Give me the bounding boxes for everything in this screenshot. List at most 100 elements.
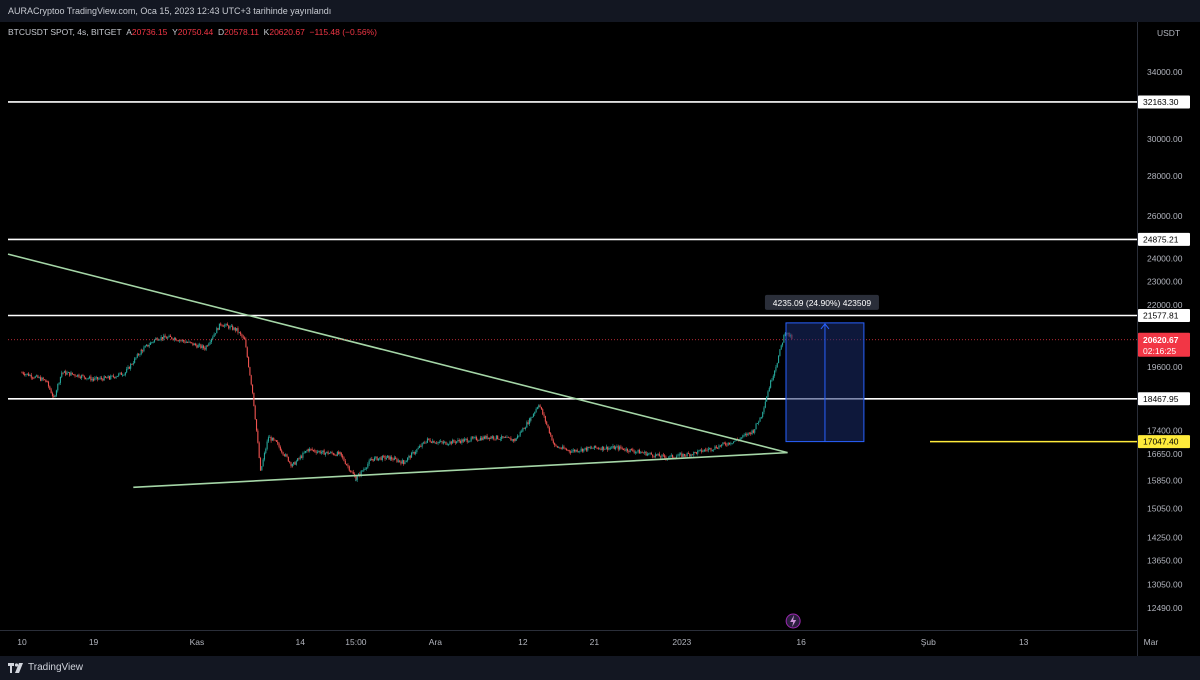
- candle-body: [265, 448, 267, 453]
- candle-body: [342, 455, 344, 458]
- candle-body: [70, 372, 72, 376]
- candle-body: [123, 374, 125, 376]
- candle-body: [134, 358, 136, 363]
- candle-body: [595, 445, 597, 448]
- candle-body: [295, 461, 297, 465]
- candle-body: [40, 377, 42, 381]
- candle-body: [53, 395, 55, 397]
- candle-body: [187, 342, 189, 344]
- close-label: K: [263, 27, 270, 37]
- price-tick-label: 15050.00: [1147, 503, 1183, 513]
- candle-body: [339, 452, 341, 453]
- candle-body: [183, 340, 185, 342]
- candle-body: [452, 440, 454, 444]
- candle-body: [581, 448, 584, 452]
- candle-body: [245, 339, 247, 348]
- candle-body: [691, 454, 693, 456]
- candle-body: [478, 440, 480, 441]
- candle-body: [32, 377, 34, 379]
- candle-body: [131, 364, 133, 365]
- candle-body: [652, 454, 654, 457]
- candle-body: [772, 375, 774, 380]
- candle-body: [206, 345, 209, 347]
- candle-body: [332, 453, 334, 455]
- measure-label-box: [764, 294, 879, 310]
- candle-body: [389, 457, 391, 460]
- tradingview-logo[interactable]: TradingView: [8, 662, 83, 673]
- candle-body: [326, 451, 328, 453]
- candle-body: [449, 441, 451, 445]
- candle-body: [395, 457, 397, 459]
- candle-body: [314, 450, 316, 452]
- candle-body: [364, 468, 366, 470]
- price-chart-svg[interactable]: USDT 34000.00 30000.00 28000.00 26000.00 2400…: [0, 22, 1200, 656]
- price-tick-label: 13650.00: [1147, 556, 1183, 566]
- candle-body: [289, 461, 291, 463]
- candle-body: [287, 456, 289, 462]
- candle-body: [554, 442, 556, 446]
- candle-body: [591, 447, 593, 449]
- candle-body: [466, 438, 468, 443]
- candle-body: [515, 438, 517, 441]
- candle-body: [168, 335, 170, 338]
- candle-body: [409, 455, 411, 458]
- time-tick-label: Ara: [429, 637, 443, 647]
- candle-body: [28, 373, 30, 376]
- candle-body: [153, 339, 156, 342]
- chart-area[interactable]: USDT 34000.00 30000.00 28000.00 26000.00 2400…: [0, 22, 1200, 656]
- candle-body: [199, 344, 201, 346]
- candle-body: [202, 345, 205, 349]
- high-value: 20750.44: [177, 27, 214, 37]
- candle-body: [87, 378, 89, 380]
- candle-body: [465, 438, 467, 440]
- price-tick-label: 22000.00: [1147, 300, 1183, 310]
- candle-body: [481, 437, 483, 441]
- candle-body: [625, 448, 627, 451]
- candle-body: [385, 457, 387, 459]
- candle-body: [191, 342, 193, 344]
- candle-body: [100, 377, 103, 379]
- candle-body: [237, 328, 239, 333]
- candle-body: [563, 446, 565, 449]
- candle-body: [99, 377, 101, 379]
- candle-body: [338, 451, 340, 455]
- candle-body: [196, 345, 198, 348]
- candle-body: [562, 446, 564, 449]
- candle-body: [392, 459, 394, 461]
- candle-body: [654, 454, 656, 458]
- price-tick-label: 14250.00: [1147, 532, 1183, 542]
- candle-body: [152, 341, 154, 343]
- candle-body: [444, 441, 446, 443]
- candle-body: [139, 354, 141, 356]
- candle-body: [209, 342, 211, 344]
- candle-body: [71, 372, 73, 375]
- candle-body: [372, 459, 374, 461]
- candle-body: [670, 454, 672, 456]
- candle-body: [159, 339, 161, 341]
- candle-body: [689, 453, 691, 457]
- candle-body: [114, 376, 116, 378]
- candle-body: [547, 424, 549, 428]
- candle-body: [686, 453, 688, 457]
- candle-body: [22, 372, 24, 374]
- candle-body: [365, 467, 368, 469]
- candle-body: [269, 436, 271, 438]
- candle-body: [30, 374, 32, 378]
- candle-body: [653, 456, 655, 458]
- candle-body: [746, 434, 748, 436]
- candle-body: [690, 454, 692, 457]
- candle-body: [634, 451, 637, 453]
- candle-body: [771, 379, 773, 381]
- candle-body: [63, 371, 65, 373]
- level-price-tag: [1138, 309, 1190, 323]
- candle-body: [367, 464, 369, 468]
- candle-body: [307, 449, 309, 451]
- candle-body: [424, 442, 426, 444]
- candle-body: [729, 442, 731, 445]
- candle-body: [526, 422, 528, 428]
- candle-body: [221, 324, 223, 326]
- candle-body: [167, 337, 169, 339]
- candle-body: [348, 466, 350, 471]
- lightning-glyph: [790, 615, 797, 627]
- candle-body: [179, 340, 181, 342]
